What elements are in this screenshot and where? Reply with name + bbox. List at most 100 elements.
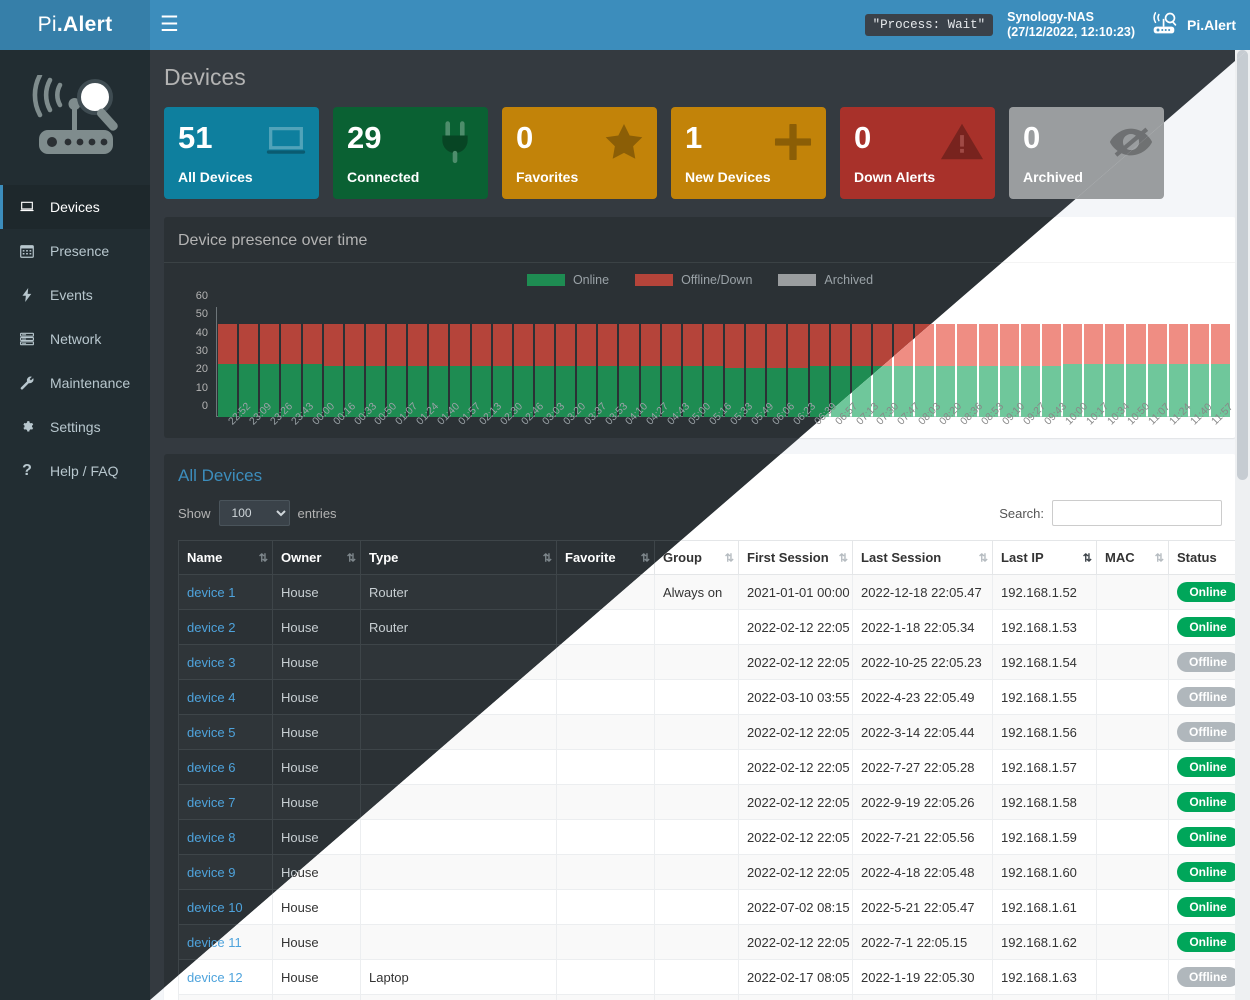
chart-bar[interactable] bbox=[640, 323, 660, 417]
chart-bar[interactable] bbox=[682, 323, 702, 417]
page-length-select[interactable]: 102550100 bbox=[218, 500, 290, 526]
chart-bar[interactable] bbox=[281, 323, 301, 417]
sort-inactive-icon[interactable]: ⇅ bbox=[724, 552, 734, 564]
chart-bar[interactable] bbox=[534, 323, 554, 417]
chart-bar[interactable] bbox=[577, 323, 597, 417]
chart-bar[interactable] bbox=[387, 323, 407, 417]
sidebar-item-network[interactable]: Network bbox=[0, 317, 150, 361]
stat-card-all-devices[interactable]: 51 All Devices bbox=[164, 107, 319, 199]
cell-name[interactable]: device 7 bbox=[178, 784, 273, 820]
hamburger-icon[interactable]: ☰ bbox=[160, 13, 179, 36]
sort-inactive-icon[interactable]: ⇅ bbox=[838, 552, 848, 564]
table-row[interactable]: device 13House 2022-07-19 23:452022-8-28 … bbox=[178, 994, 1250, 1000]
chart-bar[interactable] bbox=[915, 323, 935, 417]
cell-name[interactable]: device 6 bbox=[178, 749, 273, 785]
sidebar-item-events[interactable]: Events bbox=[0, 273, 150, 317]
chart-bar[interactable] bbox=[1210, 323, 1230, 417]
chart-bar[interactable] bbox=[260, 323, 280, 417]
device-link[interactable]: device 10 bbox=[187, 899, 243, 915]
chart-bar[interactable] bbox=[450, 323, 470, 417]
chart-bar[interactable] bbox=[661, 323, 681, 417]
chart-bar[interactable] bbox=[218, 323, 238, 417]
chart-bar[interactable] bbox=[1147, 323, 1167, 417]
chart-bar[interactable] bbox=[809, 323, 829, 417]
device-link[interactable]: device 8 bbox=[187, 829, 236, 845]
chart-bar[interactable] bbox=[1126, 323, 1146, 417]
cell-name[interactable]: device 5 bbox=[178, 714, 273, 750]
legend-item[interactable]: Online bbox=[526, 273, 609, 287]
chart-bar[interactable] bbox=[1105, 323, 1125, 417]
chart-bar[interactable] bbox=[556, 323, 576, 417]
sort-inactive-icon[interactable]: ⇅ bbox=[978, 552, 988, 564]
chart-bar[interactable] bbox=[788, 323, 808, 417]
chart-bar[interactable] bbox=[1168, 323, 1188, 417]
sort-inactive-icon[interactable]: ⇅ bbox=[1154, 552, 1164, 564]
legend-item[interactable]: Archived bbox=[778, 273, 873, 287]
sidebar-item-help-faq[interactable]: ? Help / FAQ bbox=[0, 449, 150, 493]
sort-inactive-icon[interactable]: ⇅ bbox=[346, 552, 356, 564]
cell-name[interactable]: device 13 bbox=[178, 994, 273, 1000]
column-header-favorite[interactable]: Favorite ⇅ bbox=[556, 540, 655, 575]
column-header-owner[interactable]: Owner ⇅ bbox=[272, 540, 361, 575]
chart-bar[interactable] bbox=[1041, 323, 1061, 417]
sidebar-item-settings[interactable]: Settings bbox=[0, 405, 150, 449]
app-logo[interactable]: Pi.Alert bbox=[0, 0, 150, 50]
cell-name[interactable]: device 12 bbox=[178, 959, 273, 995]
chart-bar[interactable] bbox=[492, 323, 512, 417]
column-header-last-ip[interactable]: Last IP ⇅ bbox=[992, 540, 1097, 575]
chart-bar[interactable] bbox=[323, 323, 343, 417]
chart-bar[interactable] bbox=[1189, 323, 1209, 417]
chart-bar[interactable] bbox=[703, 323, 723, 417]
chart-bar[interactable] bbox=[344, 323, 364, 417]
column-header-type[interactable]: Type ⇅ bbox=[360, 540, 557, 575]
legend-item[interactable]: Offline/Down bbox=[635, 273, 752, 287]
sort-inactive-icon[interactable]: ⇅ bbox=[640, 552, 650, 564]
chart-bar[interactable] bbox=[1063, 323, 1083, 417]
chart-bar[interactable] bbox=[513, 323, 533, 417]
device-link[interactable]: device 4 bbox=[187, 689, 236, 705]
column-header-name[interactable]: Name ⇅ bbox=[178, 540, 273, 575]
column-header-first-session[interactable]: First Session ⇅ bbox=[738, 540, 853, 575]
sidebar-item-presence[interactable]: Presence bbox=[0, 229, 150, 273]
chart-bar[interactable] bbox=[1084, 323, 1104, 417]
chart-bar[interactable] bbox=[302, 323, 322, 417]
cell-name[interactable]: device 10 bbox=[178, 889, 273, 925]
device-link[interactable]: device 7 bbox=[187, 794, 236, 810]
scrollbar-thumb[interactable] bbox=[1237, 50, 1248, 480]
cell-name[interactable]: device 8 bbox=[178, 819, 273, 855]
device-link[interactable]: device 9 bbox=[187, 864, 236, 880]
column-header-last-session[interactable]: Last Session ⇅ bbox=[852, 540, 993, 575]
chart-bar[interactable] bbox=[619, 323, 639, 417]
chart-bar[interactable] bbox=[999, 323, 1019, 417]
cell-name[interactable]: device 2 bbox=[178, 609, 273, 645]
chart-bar[interactable] bbox=[725, 323, 745, 417]
chart-bar[interactable] bbox=[936, 323, 956, 417]
stat-card-new-devices[interactable]: 1 New Devices bbox=[671, 107, 826, 199]
chart-bar[interactable] bbox=[471, 323, 491, 417]
page-scrollbar[interactable] bbox=[1235, 50, 1250, 1000]
cell-name[interactable]: device 3 bbox=[178, 644, 273, 680]
sort-active-icon[interactable]: ⇅ bbox=[1082, 552, 1092, 564]
device-link[interactable]: device 3 bbox=[187, 654, 236, 670]
table-row[interactable]: device 10 House 2022-07-02 08:152022-5-21 … bbox=[178, 889, 1250, 925]
stat-card-down-alerts[interactable]: 0 Down Alerts bbox=[840, 107, 995, 199]
device-link[interactable]: device 6 bbox=[187, 759, 236, 775]
search-input[interactable] bbox=[1052, 500, 1222, 526]
chart-bar[interactable] bbox=[408, 323, 428, 417]
top-right-brand[interactable]: Pi.Alert bbox=[1149, 11, 1236, 39]
cell-name[interactable]: device 4 bbox=[178, 679, 273, 715]
sort-inactive-icon[interactable]: ⇅ bbox=[258, 552, 268, 564]
stat-card-favorites[interactable]: 0 Favorites bbox=[502, 107, 657, 199]
column-header-mac[interactable]: MAC ⇅ bbox=[1096, 540, 1169, 575]
chart-bar[interactable] bbox=[365, 323, 385, 417]
chart-bar[interactable] bbox=[598, 323, 618, 417]
chart-bar[interactable] bbox=[767, 323, 787, 417]
device-link[interactable]: device 1 bbox=[187, 584, 236, 600]
sidebar-item-devices[interactable]: Devices bbox=[0, 185, 150, 229]
device-link[interactable]: device 12 bbox=[187, 969, 243, 985]
cell-name[interactable]: device 1 bbox=[178, 574, 273, 610]
chart-bar[interactable] bbox=[978, 323, 998, 417]
